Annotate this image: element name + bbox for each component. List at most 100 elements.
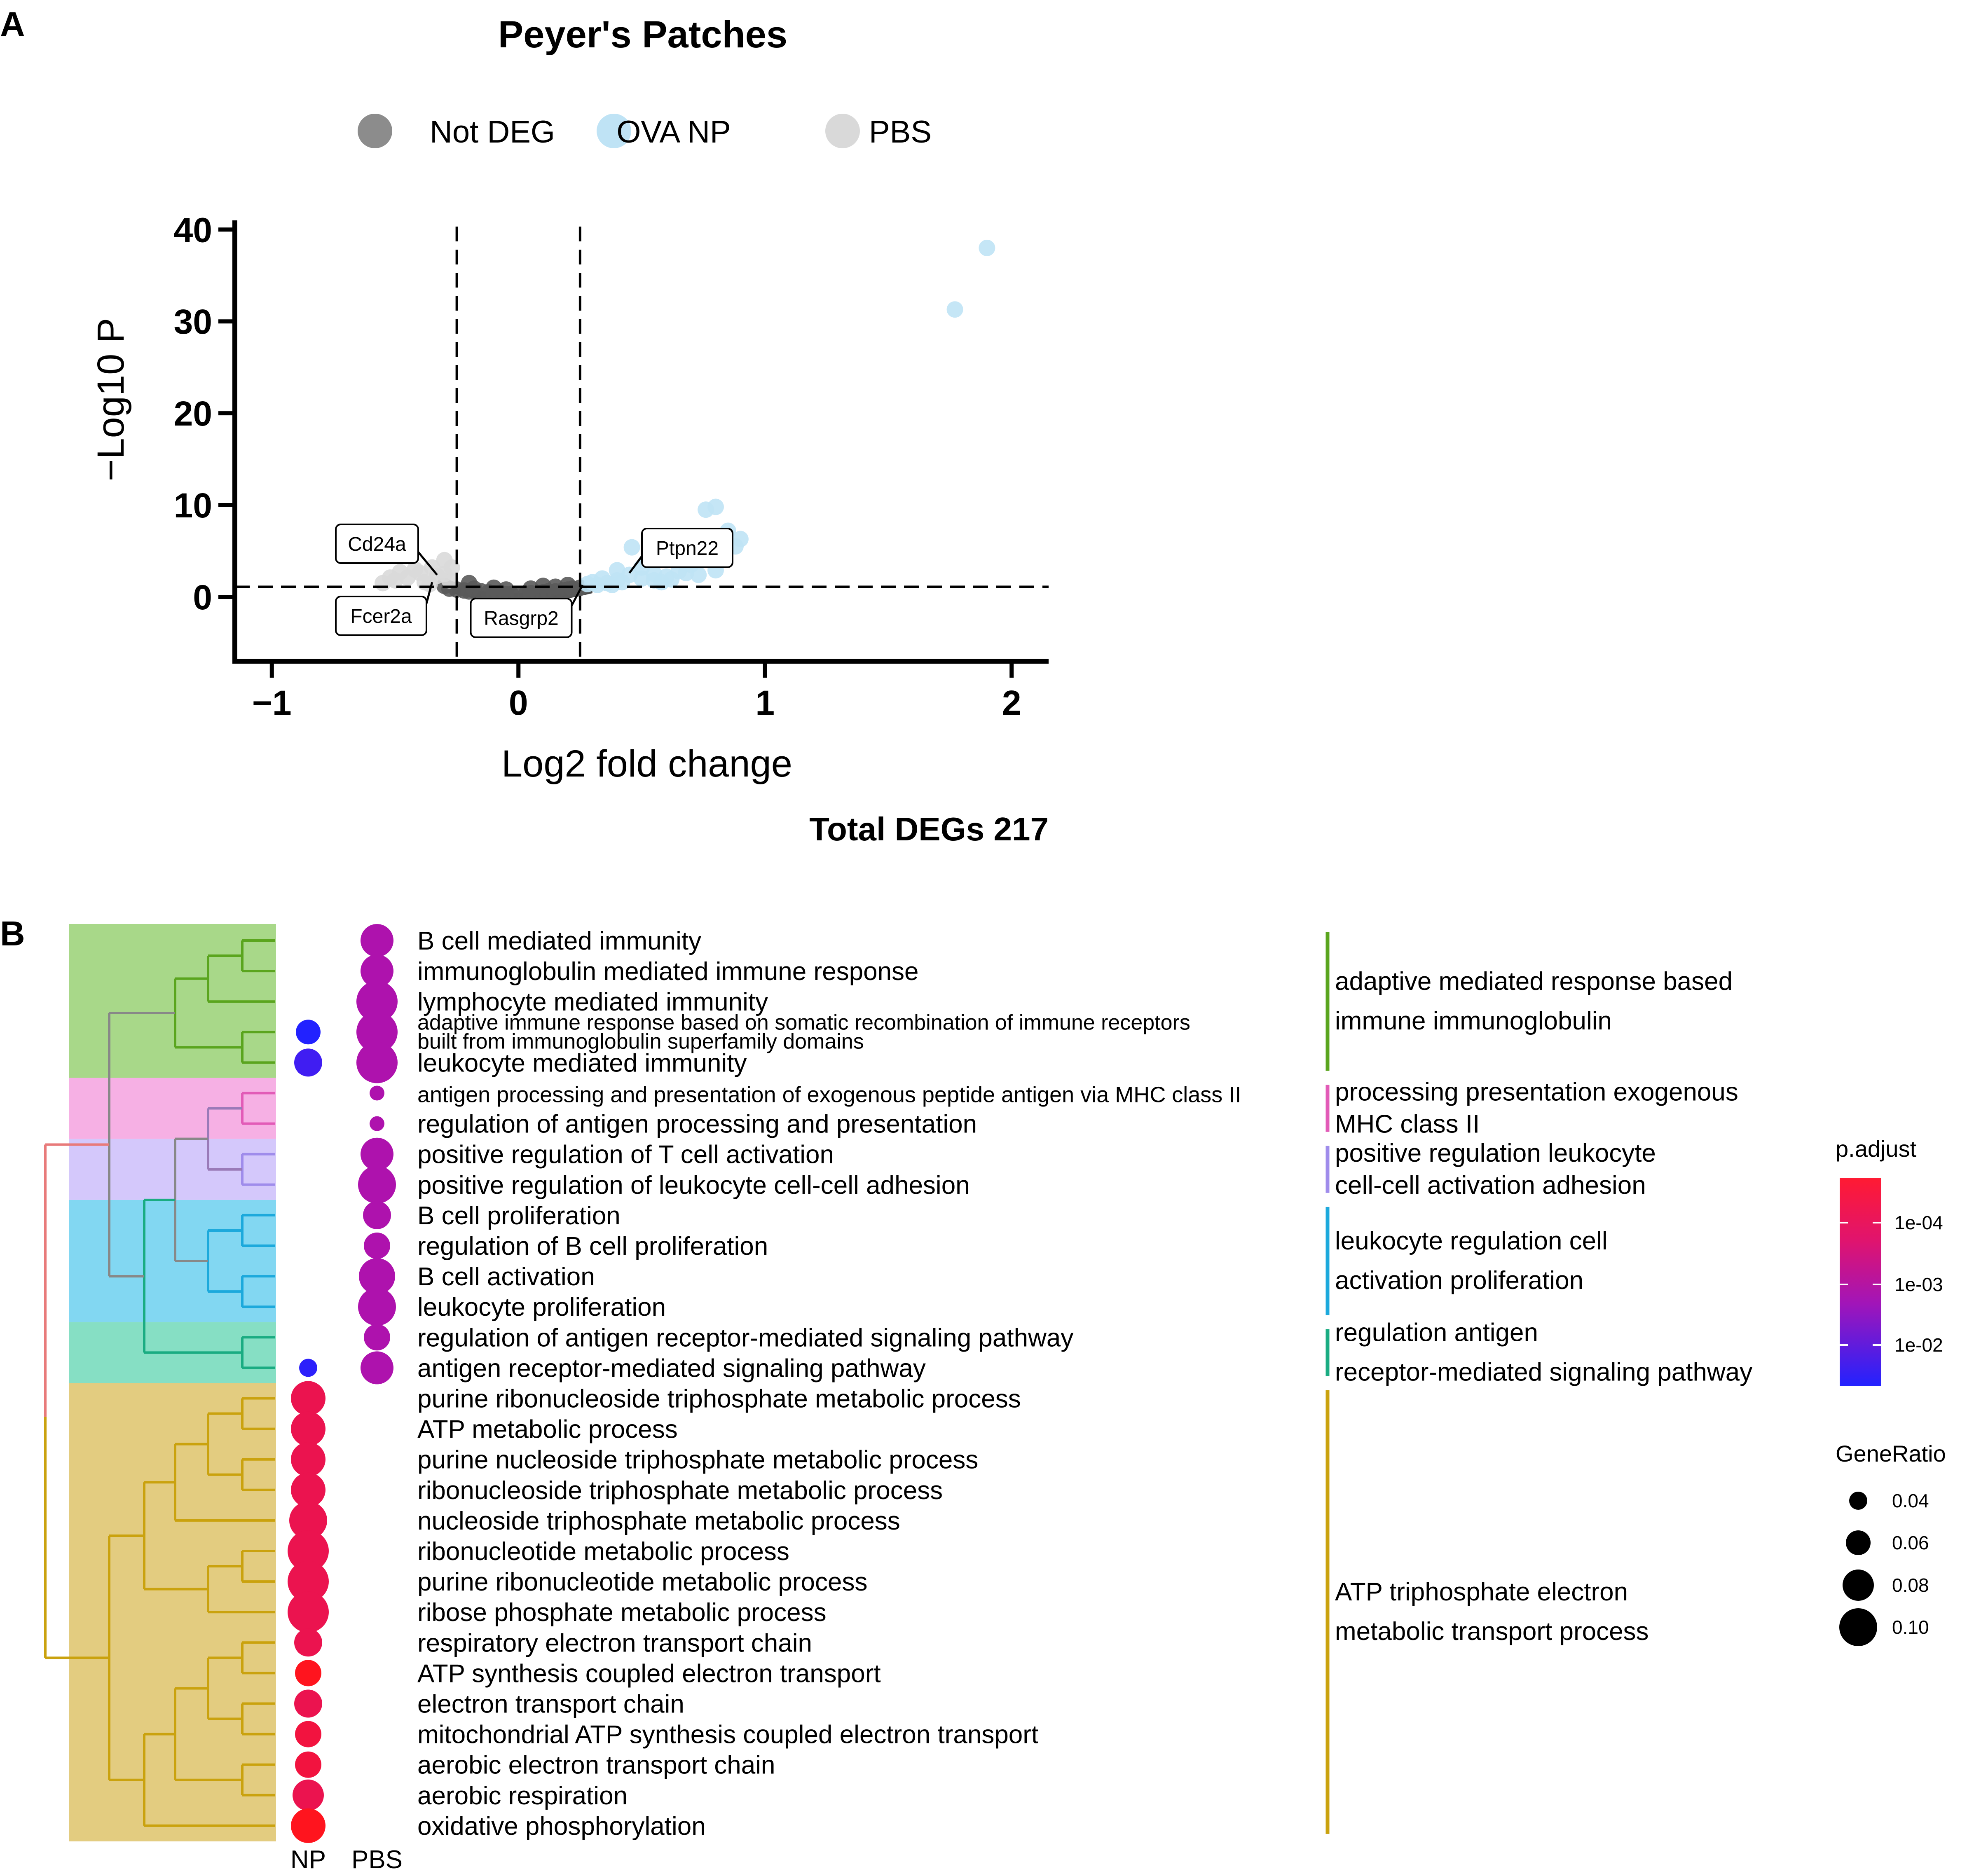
dot-np-18 — [291, 1472, 325, 1507]
size-legend-dot-2 — [1843, 1570, 1874, 1601]
size-legend-dot-3 — [1839, 1608, 1877, 1646]
x-tick-label-1: 0 — [509, 683, 528, 722]
colorbar-gradient — [1840, 1178, 1881, 1386]
dot-pbs-6 — [370, 1116, 384, 1131]
annotation-label-1: Fcer2a — [350, 606, 412, 627]
dot-pbs-0 — [361, 924, 393, 957]
point-ova-np-25 — [690, 566, 707, 583]
cluster-label-5-0: ATP triphosphate electron — [1335, 1578, 1628, 1606]
dot-np-19 — [289, 1501, 327, 1539]
term-label-21: purine ribonucleotide metabolic process — [417, 1568, 868, 1596]
point-not-deg-27 — [547, 578, 564, 595]
term-label-0: B cell mediated immunity — [417, 927, 701, 955]
term-label-7: positive regulation of T cell activation — [417, 1141, 834, 1169]
cluster-label-2-0: positive regulation leukocyte — [1335, 1139, 1656, 1167]
dot-pbs-4 — [356, 1042, 398, 1083]
term-label-10: regulation of B cell proliferation — [417, 1232, 768, 1261]
dot-pbs-9 — [363, 1201, 391, 1229]
p-adjust-colorbar: p.adjust 1e-04 1e-03 1e-02 — [1836, 1136, 1943, 1386]
colorbar-tick-label-2: 1e-02 — [1894, 1334, 1943, 1356]
cluster-label-1-1: MHC class II — [1335, 1110, 1480, 1139]
term-label-9: B cell proliferation — [417, 1202, 621, 1230]
cluster-label-0-0: adaptive mediated response based — [1335, 967, 1733, 996]
point-not-deg-25 — [522, 580, 539, 597]
x-axis-label: Log2 fold change — [501, 743, 792, 785]
dot-np-25 — [294, 1689, 322, 1718]
cluster-label-4-1: receptor-mediated signaling pathway — [1335, 1358, 1752, 1386]
term-label-20: ribonucleotide metabolic process — [417, 1537, 789, 1566]
term-label-12: leukocyte proliferation — [417, 1293, 666, 1322]
point-ova-np-1 — [946, 301, 963, 318]
term-label-18: ribonucleoside triphosphate metabolic pr… — [417, 1476, 943, 1505]
size-legend-title: GeneRatio — [1836, 1441, 1946, 1467]
term-label-24: ATP synthesis coupled electron transport — [417, 1659, 881, 1688]
legend-label-0: Not DEG — [430, 115, 555, 150]
dot-np-28 — [293, 1779, 324, 1811]
dot-np-17 — [291, 1442, 325, 1477]
term-label-17: purine nucleoside triphosphate metabolic… — [417, 1446, 978, 1474]
term-label-3-b: built from immunoglobulin superfamily do… — [417, 1029, 864, 1053]
term-label-1: immunoglobulin mediated immune response — [417, 957, 919, 986]
point-ova-np-23 — [663, 571, 680, 588]
condition-label-1: PBS — [351, 1846, 403, 1874]
cluster-labels: adaptive mediated response based immune i… — [1325, 932, 1752, 1834]
annotation-leader-1 — [425, 582, 433, 604]
dot-np-27 — [295, 1751, 321, 1778]
term-label-11: B cell activation — [417, 1263, 595, 1291]
dot-pbs-1 — [361, 954, 393, 988]
cluster-label-1-0: processing presentation exogenous — [1335, 1078, 1738, 1106]
annotation-leader-3 — [628, 555, 643, 574]
dot-np-20 — [288, 1530, 329, 1572]
dot-np-22 — [288, 1591, 329, 1633]
dot-np-15 — [291, 1381, 325, 1416]
annotation-box-2 — [470, 598, 573, 638]
condition-labels: NP PBS — [290, 1846, 403, 1874]
legend-label-2: PBS — [869, 115, 932, 150]
annotation-label-3: Ptpn22 — [656, 538, 719, 559]
point-pbs-10 — [406, 561, 423, 578]
dot-pbs-12 — [358, 1288, 396, 1326]
x-tick-label-2: 1 — [755, 683, 775, 722]
point-not-deg-28 — [461, 575, 478, 592]
panel-b: B B cell mediated immunityimmunoglobulin… — [0, 914, 1946, 1874]
dot-np-23 — [294, 1628, 322, 1657]
total-degs: Total DEGs 217 — [809, 811, 1049, 847]
chart-title: Peyer's Patches — [498, 14, 787, 56]
point-ova-np-28 — [604, 577, 621, 593]
legend-marker-0 — [358, 114, 392, 148]
term-label-3-a: adaptive immune response based on somati… — [417, 1011, 1190, 1034]
cluster-label-3-0: leukocyte regulation cell — [1335, 1227, 1608, 1255]
size-legend-label-0: 0.04 — [1892, 1490, 1929, 1511]
colorbar-tick-label-1: 1e-03 — [1894, 1274, 1943, 1295]
cluster-label-3-1: activation proliferation — [1335, 1266, 1583, 1295]
point-not-deg-26 — [498, 581, 515, 598]
axes: 0 10 20 30 40 −1 0 1 2 — [174, 211, 1049, 722]
legend-marker-2 — [825, 114, 860, 148]
point-ova-np-5 — [698, 501, 714, 518]
point-pbs-14 — [421, 575, 438, 592]
legend-label-1: OVA NP — [616, 115, 731, 150]
term-label-23: respiratory electron transport chain — [417, 1629, 812, 1657]
dot-np-14 — [299, 1359, 317, 1377]
dot-np-4 — [294, 1048, 322, 1077]
colorbar-title: p.adjust — [1836, 1136, 1917, 1162]
y-tick-label-0: 0 — [193, 578, 212, 617]
term-label-28: aerobic respiration — [417, 1782, 628, 1810]
point-ova-np-0 — [979, 239, 995, 256]
dot-pbs-2 — [356, 981, 398, 1022]
cluster-label-0-1: immune immunoglobulin — [1335, 1007, 1612, 1035]
x-tick-label-0: −1 — [252, 683, 292, 722]
dendrogram — [44, 939, 275, 1827]
point-ova-np-18 — [623, 539, 640, 556]
x-tick-label-3: 2 — [1002, 683, 1021, 722]
panel-b-label: B — [0, 914, 25, 953]
y-axis-label: −Log10 P — [90, 318, 132, 481]
size-legend-dot-0 — [1849, 1492, 1867, 1510]
panel-a: A Peyer's Patches Not DEG OVA NP PBS 01020… — [0, 5, 1049, 847]
gene-ratio-legend: GeneRatio 0.04 0.06 0.08 0.10 — [1836, 1441, 1946, 1646]
annotation-label-2: Rasgrp2 — [484, 608, 558, 629]
term-label-16: ATP metabolic process — [417, 1415, 678, 1444]
term-label-19: nucleoside triphosphate metabolic proces… — [417, 1507, 900, 1535]
